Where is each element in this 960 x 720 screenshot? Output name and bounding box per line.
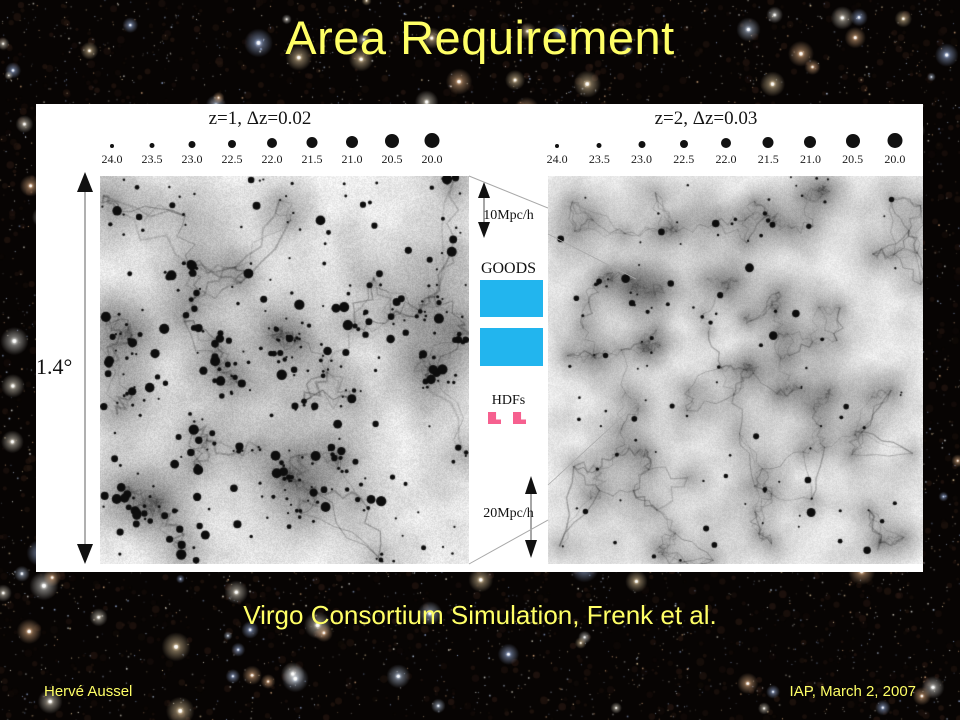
magnitude-label: 21.5 [757,152,779,166]
left-simulation-image [100,176,469,564]
figure-panel: z=1, Δz=0.02 z=2, Δz=0.03 24.0 23.5 23.0 22… [36,104,923,572]
right-panel-header: z=2, Δz=0.03 [654,108,758,129]
magnitude-dot [845,134,860,148]
hdf-field-2 [513,412,526,424]
magnitude-label: 21.5 [301,152,323,166]
magnitude-dot [346,136,358,148]
magnitude-dot [721,138,731,148]
magnitude-dot [679,140,688,148]
footer-author: Hervé Aussel [44,683,133,700]
left-simulation-canvas [100,176,469,564]
magnitude-dot [638,141,646,148]
magnitude-dot [188,141,196,148]
scale-label-10mpc: 10Mpc/h [483,208,534,223]
magnitude-dot [804,136,817,148]
angular-scale-svg [77,172,93,564]
magnitude-label: 22.0 [715,152,737,166]
magnitude-label: 22.5 [673,152,695,166]
right-simulation-canvas [548,176,923,564]
magnitude-label: 20.0 [884,152,906,166]
magnitude-dot [109,144,114,148]
magnitude-dot [228,140,236,148]
magnitude-dot [596,143,602,148]
magnitude-label: 24.0 [101,152,123,166]
magnitude-label: 20.0 [421,152,443,166]
hdfs-label: HDFs [491,393,526,408]
scale-label-20mpc: 20Mpc/h [483,506,534,521]
magnitude-dot [267,138,277,148]
magnitude-label: 23.5 [588,152,610,166]
magnitude-dot [385,134,399,148]
magnitude-label: 23.0 [181,152,203,166]
magnitude-dot [887,133,903,148]
goods-field-2 [480,328,543,366]
magnitude-dots [92,130,452,150]
magnitude-label: 23.5 [141,152,163,166]
magnitude-label: 20.5 [381,152,403,166]
magnitude-dot [149,143,155,148]
magnitude-labels: 24.0 23.5 23.0 22.5 22.0 21.5 21.0 20.5 20.0 [92,150,452,170]
goods-field-1 [480,280,543,317]
figure-caption: Virgo Consortium Simulation, Frenk et al… [243,600,717,630]
goods-label: GOODS [480,260,537,277]
magnitude-legend-left: 24.0 23.5 23.0 22.5 22.0 21.5 21.0 20.5 20.0 [92,130,452,178]
hdf-field-1 [488,412,501,424]
angular-scale-arrow [52,172,98,564]
magnitude-dot [306,137,318,148]
center-gutter: 10Mpc/h GOODS HDFs 20Mpc/h [469,176,548,564]
magnitude-label: 21.0 [799,152,821,166]
page-title: Area Requirement [285,11,675,64]
magnitude-label: 24.0 [546,152,568,166]
magnitude-label: 20.5 [842,152,864,166]
magnitude-dot [555,144,560,148]
magnitude-label: 21.0 [341,152,363,166]
angular-scale-label: 1.4° [36,354,73,379]
magnitude-dot [424,133,440,148]
magnitude-labels: 24.0 23.5 23.0 22.5 22.0 21.5 21.0 20.5 20.0 [536,150,916,170]
left-panel-header: z=1, Δz=0.02 [208,108,312,129]
magnitude-dots [536,130,916,150]
right-simulation-image [548,176,923,564]
magnitude-legend-right: 24.0 23.5 23.0 22.5 22.0 21.5 21.0 20.5 20.0 [536,130,916,178]
magnitude-label: 22.0 [261,152,283,166]
footer-event: IAP, March 2, 2007 [789,683,916,700]
magnitude-dot [762,137,774,148]
magnitude-label: 22.5 [221,152,243,166]
magnitude-label: 23.0 [631,152,653,166]
